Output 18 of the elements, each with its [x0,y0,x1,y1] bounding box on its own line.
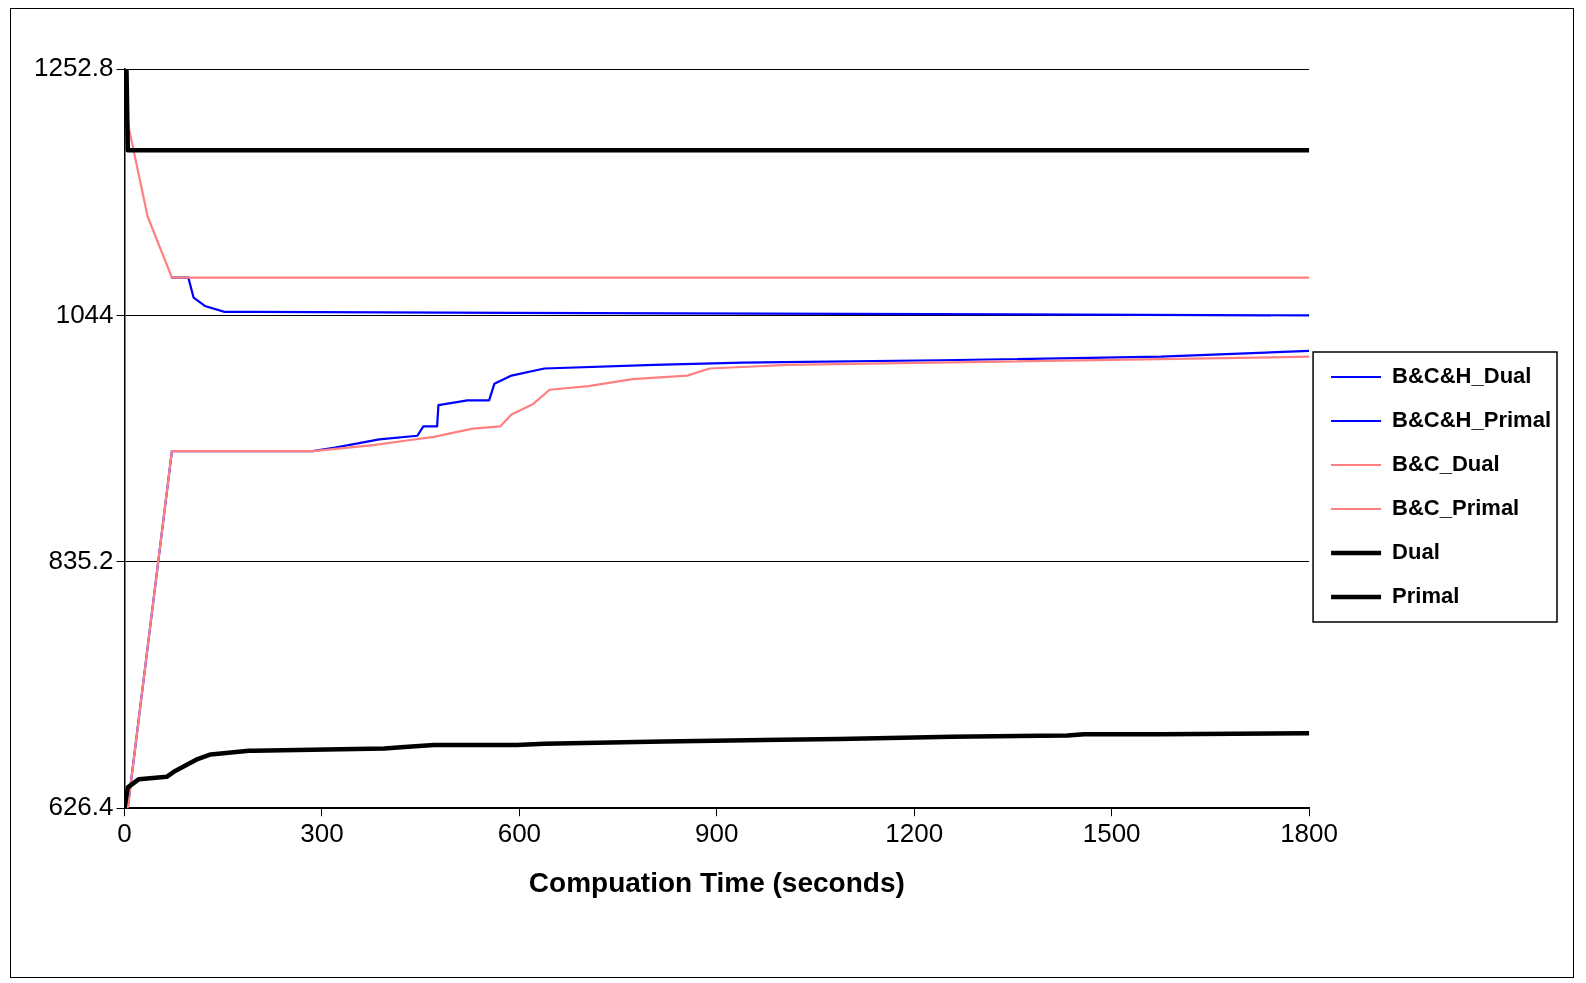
x-tick-label: 900 [695,817,739,848]
x-axis-title: Compuation Time (seconds) [528,866,905,898]
legend-label: B&C_Primal [1392,495,1520,521]
x-tick-label: 0 [117,817,132,848]
x-tick-label: 300 [300,817,344,848]
y-tick-label: 1252.8 [33,52,114,83]
y-tick-label: 626.4 [48,791,114,822]
legend-label: B&C&H_Primal [1392,407,1552,433]
x-tick-label: 1200 [885,817,944,848]
legend-label: Primal [1392,583,1460,609]
legend-label: B&C&H_Dual [1392,363,1532,389]
x-tick-label: 600 [497,817,542,848]
y-tick-label: 835.2 [48,544,114,575]
x-tick-label: 1800 [1280,817,1338,848]
x-tick-label: 1500 [1082,817,1141,848]
legend-label: Dual [1392,539,1440,565]
y-tick-label: 1044 [55,298,114,329]
legend-label: B&C_Dual [1392,451,1500,477]
